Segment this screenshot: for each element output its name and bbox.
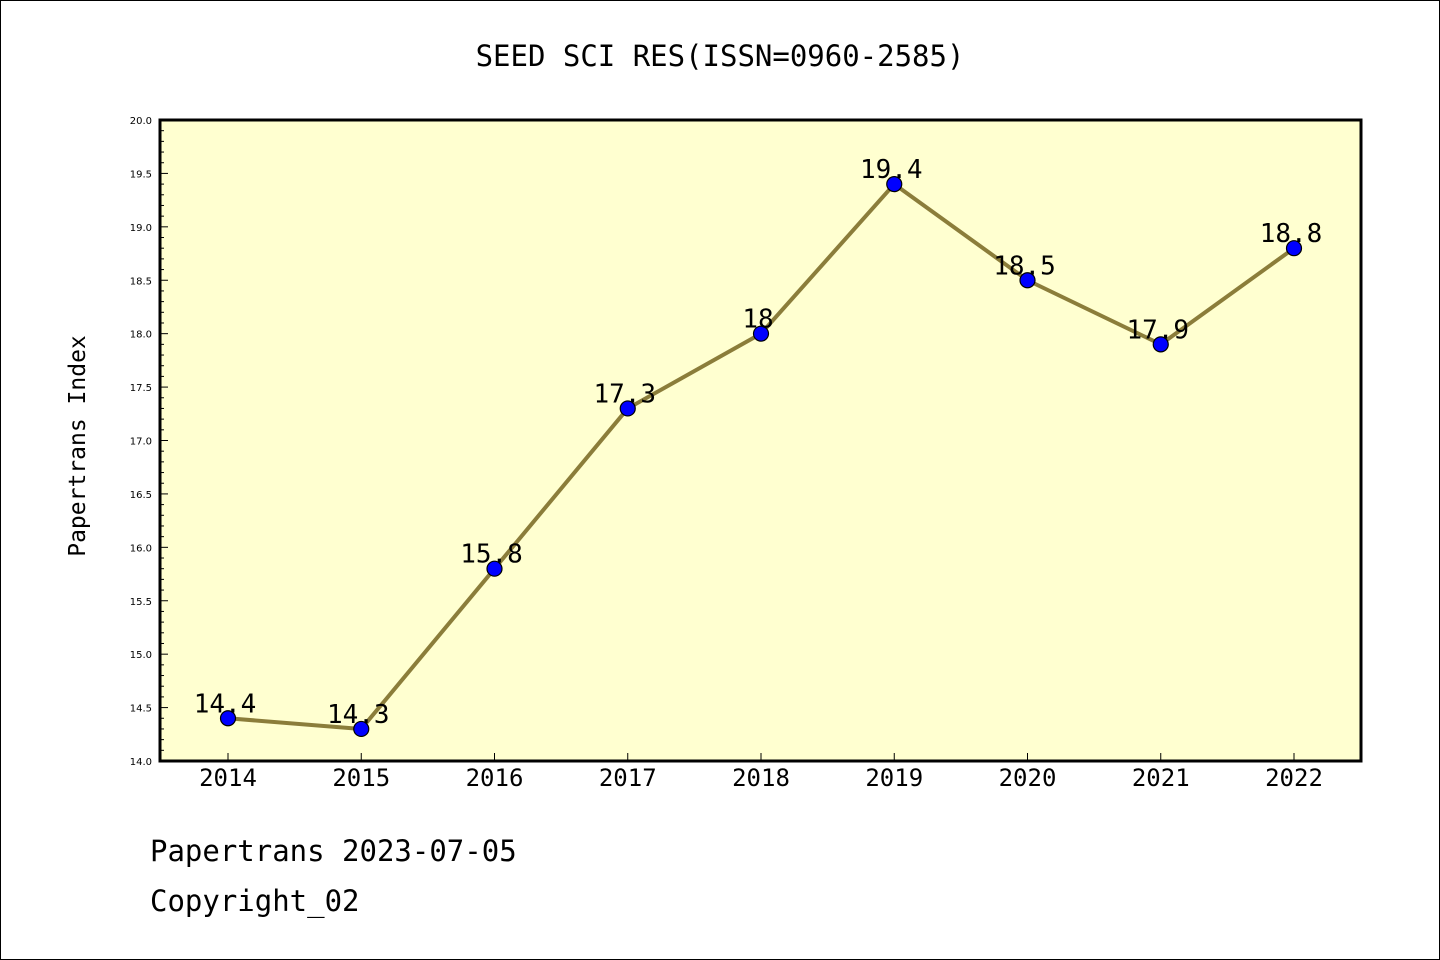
data-label: 19.4 [860,155,923,185]
y-axis-label: Papertrans Index [65,335,91,557]
data-point [1152,336,1169,353]
data-label: 17.9 [1126,315,1189,345]
y-tick-label: 15.5 [130,597,152,608]
data-point [486,560,503,577]
data-labels: 14.4 14.3 15.8 17.3 18 19.4 18.5 17.9 18.8 [194,155,1323,730]
x-tick-label: 2017 [599,764,657,792]
chart-title: SEED SCI RES(ISSN=0960-2585) [476,39,965,73]
series-markers [219,176,1303,738]
y-tick-label: 16.5 [130,490,152,501]
y-tick-label: 19.0 [130,223,152,234]
data-point [353,720,370,738]
x-tick-label: 2021 [1132,764,1190,792]
data-point [1285,240,1303,257]
data-point [219,710,237,727]
data-point [619,400,636,417]
plot-area [158,118,1363,763]
x-tick-label: 2022 [1265,764,1323,792]
footer-copyright: Copyright_02 [150,884,360,918]
y-tick-label: 15.0 [130,650,152,661]
y-tick-label: 18.5 [130,276,152,287]
y-axis: 14.0 14.5 15.0 15.5 16.0 16.5 17.0 17.5 18.0 18.5… [130,116,168,768]
data-label: 18.5 [993,251,1056,281]
data-label: 15.8 [460,540,523,570]
data-label: 18.8 [1260,219,1323,249]
y-tick-label: 14.0 [130,757,152,768]
x-tick-label: 2016 [466,764,524,792]
x-axis: 2014 2015 2016 2017 2018 2019 2020 2021 2022 [199,753,1323,792]
data-label: 14.4 [194,689,257,719]
data-point [752,325,770,342]
y-tick-label: 19.5 [130,169,152,180]
data-point [1019,272,1036,289]
x-tick-label: 2020 [999,764,1057,792]
x-tick-label: 2015 [332,764,390,792]
x-tick-label: 2018 [732,764,790,792]
data-label: 17.3 [593,379,656,409]
x-tick-label: 2019 [865,764,923,792]
y-tick-label: 16.0 [130,543,152,554]
y-tick-label: 20.0 [130,116,152,127]
x-tick-label: 2014 [199,764,257,792]
data-label: 18 [742,305,773,335]
y-tick-label: 18.0 [130,330,152,341]
y-tick-label: 17.5 [130,383,152,394]
y-tick-label: 14.5 [130,704,152,715]
data-label: 14.3 [327,700,390,730]
y-tick-label: 17.0 [130,437,152,448]
footer-date: Papertrans 2023-07-05 [150,834,517,868]
data-point [886,176,903,193]
